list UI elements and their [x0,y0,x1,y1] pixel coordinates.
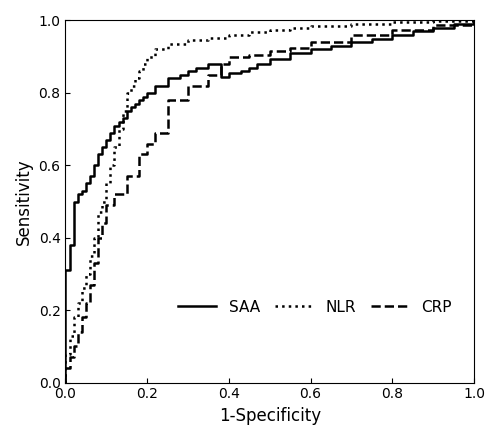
NLR [124,108,130,114]
NLR [83,286,89,291]
CRP [218,61,224,66]
SAA [328,43,334,48]
Y-axis label: Sensitivity: Sensitivity [15,158,33,245]
CRP [62,380,68,385]
SAA [266,61,272,66]
SAA [62,268,68,273]
CRP [471,18,477,23]
NLR [91,235,97,240]
CRP [91,260,97,266]
CRP [124,192,130,197]
X-axis label: 1-Specificity: 1-Specificity [218,407,321,425]
NLR [226,35,232,40]
SAA [62,380,68,385]
SAA [144,94,150,99]
NLR [471,18,477,23]
NLR [116,126,121,132]
Line: SAA: SAA [66,21,474,383]
SAA [66,242,72,248]
Legend: SAA, NLR, CRP: SAA, NLR, CRP [172,293,458,321]
CRP [66,366,72,371]
Line: NLR: NLR [66,21,474,383]
CRP [218,72,224,77]
NLR [62,380,68,385]
Line: CRP: CRP [66,21,474,383]
CRP [66,355,72,360]
SAA [79,192,85,197]
SAA [471,18,477,23]
NLR [390,22,396,27]
